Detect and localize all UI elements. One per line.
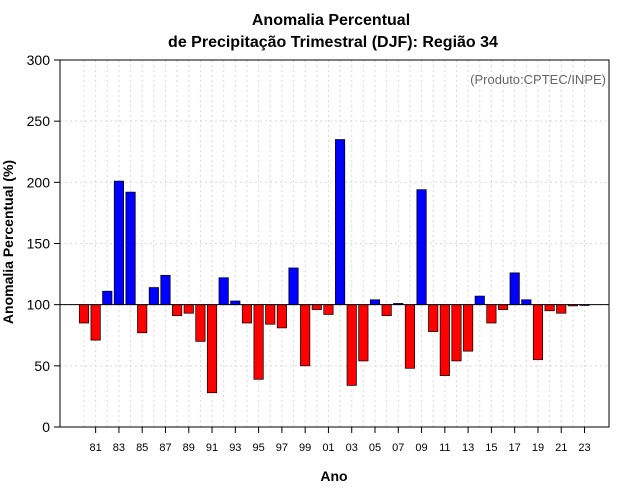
bar: [90, 304, 101, 341]
bar: [218, 277, 229, 306]
chart-title-line2: de Precipitação Trimestral (DJF): Região…: [168, 34, 498, 51]
x-tick-label: 13: [462, 442, 474, 454]
x-tick-label: 15: [485, 442, 497, 454]
bar: [381, 304, 392, 317]
x-tick-label: 87: [159, 442, 171, 454]
bar: [265, 304, 276, 325]
x-tick-label: 01: [322, 442, 334, 454]
bar: [358, 304, 369, 362]
bar: [206, 304, 218, 394]
bar: [172, 304, 183, 317]
bar: [137, 304, 148, 334]
y-tick-label: 100: [27, 297, 51, 313]
bar: [486, 304, 497, 324]
x-tick-label: 91: [206, 442, 218, 454]
y-axis: 0 50 100 150 200 250 300: [27, 52, 60, 435]
x-tick-label: 07: [392, 442, 404, 454]
bars: [78, 139, 590, 394]
credit-label: (Produto:CPTEC/INPE): [470, 72, 606, 87]
bar: [148, 287, 159, 306]
x-tick-label: 81: [90, 442, 102, 454]
bar: [335, 139, 346, 306]
bar: [113, 180, 124, 306]
bar: [544, 304, 555, 312]
y-axis-label: Anomalia Percentual (%): [0, 160, 16, 324]
x-tick-label: 05: [369, 442, 381, 454]
y-tick-label: 50: [34, 358, 50, 374]
x-tick-label: 99: [299, 442, 311, 454]
bar: [509, 272, 520, 306]
bar: [241, 304, 253, 324]
y-tick-label: 0: [42, 419, 50, 435]
bar: [369, 299, 381, 306]
bar: [416, 189, 427, 306]
y-tick-label: 200: [27, 174, 51, 190]
bar: [78, 304, 90, 324]
y-tick-label: 150: [27, 236, 51, 252]
bar: [532, 304, 544, 361]
x-tick-label: 17: [509, 442, 521, 454]
y-tick-label: 300: [27, 52, 51, 68]
bar: [439, 304, 450, 376]
bar: [556, 304, 567, 314]
x-tick-label: 23: [578, 442, 590, 454]
x-tick-label: 83: [113, 442, 125, 454]
bar: [346, 304, 357, 386]
bar: [404, 304, 415, 369]
bar: [428, 304, 439, 332]
x-axis: 81 83 85 87 89 91 93 95 97 99 01 03 05 07 09 11 13 15 17 19…: [90, 427, 591, 454]
bar: [451, 304, 462, 362]
x-tick-label: 93: [229, 442, 241, 454]
bar: [300, 304, 311, 367]
bar: [102, 290, 113, 306]
x-tick-label: 09: [415, 442, 427, 454]
bar: [195, 304, 206, 342]
bar: [253, 304, 264, 380]
bar: [160, 274, 171, 306]
bar: [521, 299, 532, 306]
x-tick-label: 21: [555, 442, 567, 454]
x-tick-label: 03: [346, 442, 358, 454]
x-tick-label: 89: [183, 442, 195, 454]
chart-title-line1: Anomalia Percentual: [252, 12, 410, 29]
bar: [474, 295, 485, 306]
x-tick-label: 19: [532, 442, 544, 454]
bar: [288, 267, 299, 306]
bar: [276, 304, 287, 329]
y-tick-label: 250: [27, 113, 51, 129]
x-tick-label: 97: [276, 442, 288, 454]
x-tick-label: 11: [439, 442, 450, 454]
bar: [230, 300, 241, 306]
x-tick-label: 85: [136, 442, 148, 454]
bar: [183, 304, 194, 314]
bar: [311, 304, 322, 310]
x-axis-label: Ano: [320, 468, 347, 484]
bar: [497, 304, 509, 310]
grid: [60, 60, 609, 427]
bar: [463, 304, 474, 352]
bar: [125, 191, 136, 306]
bar: [323, 304, 334, 315]
x-tick-label: 95: [252, 442, 264, 454]
